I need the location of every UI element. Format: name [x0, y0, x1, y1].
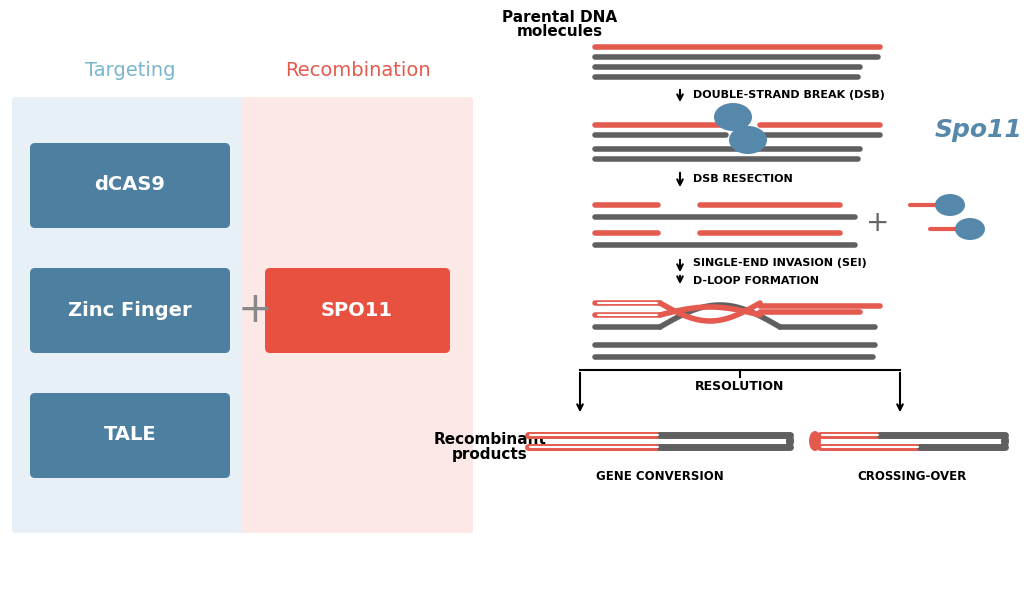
Text: Parental DNA: Parental DNA: [503, 9, 617, 25]
Text: D-LOOP FORMATION: D-LOOP FORMATION: [693, 276, 819, 286]
Text: +: +: [238, 289, 272, 331]
Ellipse shape: [955, 218, 985, 240]
Ellipse shape: [714, 103, 752, 131]
Text: DOUBLE-STRAND BREAK (DSB): DOUBLE-STRAND BREAK (DSB): [693, 90, 885, 100]
Text: SPO11: SPO11: [321, 301, 393, 320]
Ellipse shape: [935, 194, 965, 216]
Text: products: products: [453, 448, 528, 462]
FancyBboxPatch shape: [242, 97, 473, 533]
Text: +: +: [866, 209, 890, 237]
Text: Targeting: Targeting: [85, 60, 175, 79]
FancyBboxPatch shape: [30, 268, 230, 353]
Ellipse shape: [1001, 434, 1009, 448]
FancyBboxPatch shape: [12, 97, 248, 533]
Text: GENE CONVERSION: GENE CONVERSION: [596, 470, 724, 483]
Text: DSB RESECTION: DSB RESECTION: [693, 174, 793, 184]
Text: dCAS9: dCAS9: [94, 175, 166, 194]
Ellipse shape: [809, 431, 821, 451]
FancyBboxPatch shape: [265, 268, 450, 353]
Text: SINGLE-END INVASION (SEI): SINGLE-END INVASION (SEI): [693, 258, 866, 268]
Text: molecules: molecules: [517, 25, 603, 39]
Text: Recombinant: Recombinant: [433, 432, 547, 448]
Text: Recombination: Recombination: [286, 60, 431, 79]
Text: CROSSING-OVER: CROSSING-OVER: [857, 470, 967, 483]
Text: Spo11: Spo11: [935, 118, 1023, 142]
FancyBboxPatch shape: [30, 143, 230, 228]
FancyBboxPatch shape: [30, 393, 230, 478]
Text: RESOLUTION: RESOLUTION: [695, 381, 784, 394]
Text: TALE: TALE: [103, 426, 157, 445]
Text: Zinc Finger: Zinc Finger: [69, 301, 191, 320]
Ellipse shape: [786, 434, 794, 448]
Ellipse shape: [729, 126, 767, 154]
